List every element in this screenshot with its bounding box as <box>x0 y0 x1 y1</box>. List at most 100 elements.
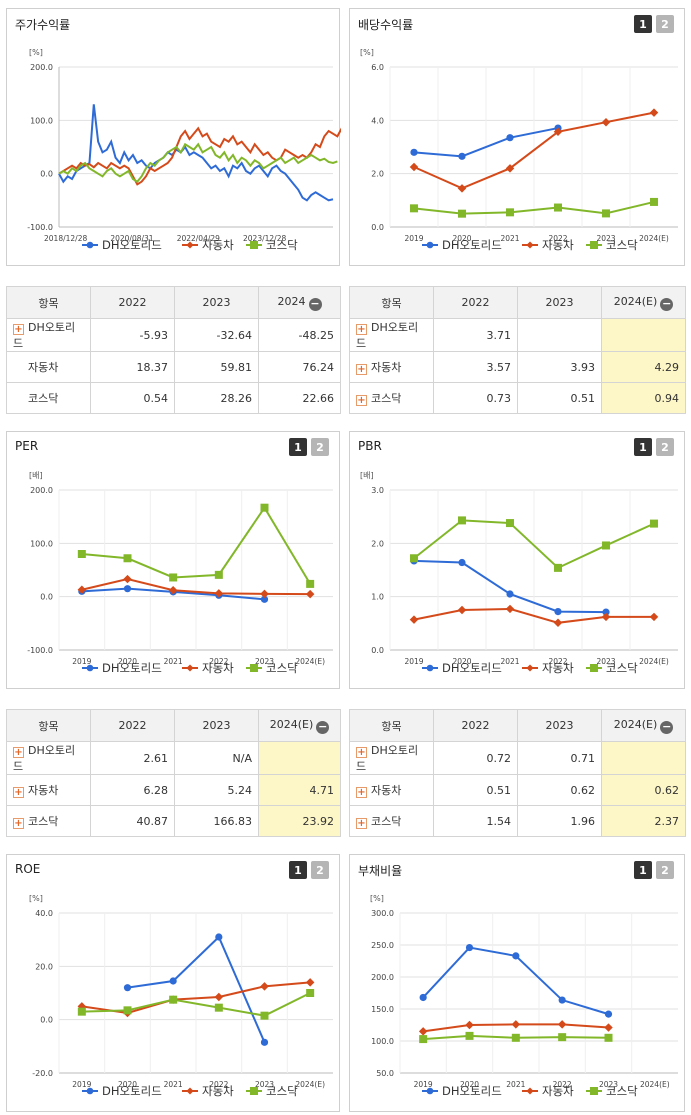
legend-label: 자동차 <box>202 1084 234 1098</box>
data-point <box>169 573 178 582</box>
x-tick-label: 2023 <box>255 657 274 666</box>
value-cell: N/A <box>174 741 259 775</box>
series-line <box>413 111 655 190</box>
expand-icon[interactable]: + <box>13 818 24 829</box>
legend-item: DH오토리드 <box>82 1084 162 1098</box>
data-point <box>601 117 611 127</box>
page-1-button[interactable]: 1 <box>634 15 652 33</box>
data-point <box>409 162 419 172</box>
debt-chart-panel: 부채비율 1 2 [%] 300.0 250.0 200.0 150.0 100.0 50.… <box>349 854 685 1112</box>
collapse-icon[interactable]: − <box>660 296 674 311</box>
legend-item: 자동차 <box>522 661 574 675</box>
legend-marker <box>186 664 194 672</box>
data-point <box>457 605 467 615</box>
data-point <box>305 978 315 987</box>
expand-icon[interactable]: + <box>13 324 24 335</box>
table-header-cell: 2024− <box>258 286 341 319</box>
data-point <box>123 574 132 584</box>
x-tick-label: 2020 <box>452 234 471 243</box>
expand-icon[interactable]: + <box>356 324 367 335</box>
value-cell: 40.87 <box>90 805 175 837</box>
collapse-icon[interactable]: − <box>308 296 322 311</box>
table-row: + 코스닥 40.87 166.83 23.92 <box>6 805 341 837</box>
collapse-icon[interactable]: − <box>316 719 330 734</box>
y-tick-label: 200.0 <box>30 63 53 72</box>
table-header-cell: 2024(E) − <box>601 709 686 742</box>
table-header-cell: 2022 <box>90 709 175 742</box>
row-name-cell: + DH오토리드 <box>6 741 91 775</box>
x-tick-label: 2020 <box>460 1080 479 1089</box>
row-name-cell: + DH오토리드 <box>349 741 434 775</box>
expand-icon[interactable]: + <box>356 395 367 406</box>
x-tick-label: 2022 <box>553 1080 572 1089</box>
value-cell: 0.72 <box>433 741 518 775</box>
pager: 1 2 <box>634 15 674 33</box>
value-cell: 3.57 <box>433 351 518 383</box>
pager: 1 2 <box>634 438 674 456</box>
value-cell: 6.28 <box>90 774 175 806</box>
table-header-cell: 2023 <box>174 286 259 319</box>
page-2-button[interactable]: 2 <box>656 15 674 33</box>
table-row: + 코스닥 0.73 0.51 0.94 <box>349 382 686 414</box>
legend-label: DH오토리드 <box>442 661 502 675</box>
x-tick-label: 2019 <box>404 234 423 243</box>
data-point <box>410 148 418 156</box>
value-cell: 2.61 <box>90 741 175 775</box>
series-line <box>58 142 338 183</box>
page-1-button[interactable]: 1 <box>289 861 307 879</box>
page-1-button[interactable]: 1 <box>634 861 652 879</box>
table-header-cell: 항목 <box>6 709 91 742</box>
legend-label: DH오토리드 <box>102 1084 162 1098</box>
data-point <box>506 519 514 528</box>
roe-chart: [%] 40.0 20.0 0.0 -20.0 2019 2020 2021 2022 2023 2… <box>29 894 333 1098</box>
x-tick-label: 2020 <box>118 1080 137 1089</box>
page-2-button[interactable]: 2 <box>311 861 329 879</box>
table-header-cell: 2023 <box>174 709 259 742</box>
legend-item: DH오토리드 <box>82 238 162 252</box>
legend-label: 코스닥 <box>606 1084 638 1098</box>
data-point <box>650 519 658 528</box>
panel-title: 부채비율 <box>358 864 403 878</box>
legend-item: 자동차 <box>522 1084 574 1098</box>
series-line <box>81 992 311 1017</box>
table-row: + 자동차 0.51 0.62 0.62 <box>349 774 686 806</box>
unit-label: [%] <box>360 48 374 57</box>
page-2-button[interactable]: 2 <box>656 438 674 456</box>
page-2-button[interactable]: 2 <box>656 861 674 879</box>
series-line <box>127 935 266 1043</box>
table-header-cell: 2023 <box>517 286 602 319</box>
x-tick-label: 2023/12/28 <box>243 234 286 243</box>
table-row: + DH오토리드 -5.93 -32.64 -48.25 <box>6 318 341 352</box>
value-cell <box>258 741 341 775</box>
legend-label: 코스닥 <box>606 238 638 252</box>
value-cell: 2.37 <box>601 805 686 837</box>
unit-label: [%] <box>370 894 384 903</box>
expand-icon[interactable]: + <box>13 787 24 798</box>
expand-icon[interactable]: + <box>356 747 367 758</box>
legend-marker <box>426 1087 434 1095</box>
expand-icon[interactable]: + <box>13 747 24 758</box>
value-cell: 18.37 <box>90 351 175 383</box>
series-line <box>413 607 654 624</box>
y-tick-label: 2.0 <box>371 170 384 179</box>
table-header-row: 항목 2022 2023 2024(E) − <box>6 709 341 742</box>
y-tick-label: 0.0 <box>40 1016 53 1025</box>
row-name-cell: 자동차 <box>6 351 91 383</box>
page-1-button[interactable]: 1 <box>634 438 652 456</box>
legend-marker <box>526 241 534 249</box>
expand-icon[interactable]: + <box>356 787 367 798</box>
table-row: + DH오토리드 0.72 0.71 <box>349 741 686 775</box>
data-point <box>214 570 223 579</box>
collapse-icon[interactable]: − <box>660 719 674 734</box>
legend-marker <box>526 664 534 672</box>
per-table: 항목 2022 2023 2024(E) − + DH오토리드 2.61 N/A + 자동차 6.28… <box>6 709 341 837</box>
data-point <box>410 554 418 563</box>
expand-icon[interactable]: + <box>356 364 367 375</box>
page-2-button[interactable]: 2 <box>311 438 329 456</box>
expand-icon[interactable]: + <box>356 818 367 829</box>
row-name-cell: + 자동차 <box>349 351 434 383</box>
page-1-button[interactable]: 1 <box>289 438 307 456</box>
dividend-table: 항목 2022 2023 2024(E) − + DH오토리드 3.71 + 자동차 3.57 3.9… <box>349 286 686 414</box>
unit-label: [배] <box>29 471 43 480</box>
legend-label: DH오토리드 <box>442 238 502 252</box>
